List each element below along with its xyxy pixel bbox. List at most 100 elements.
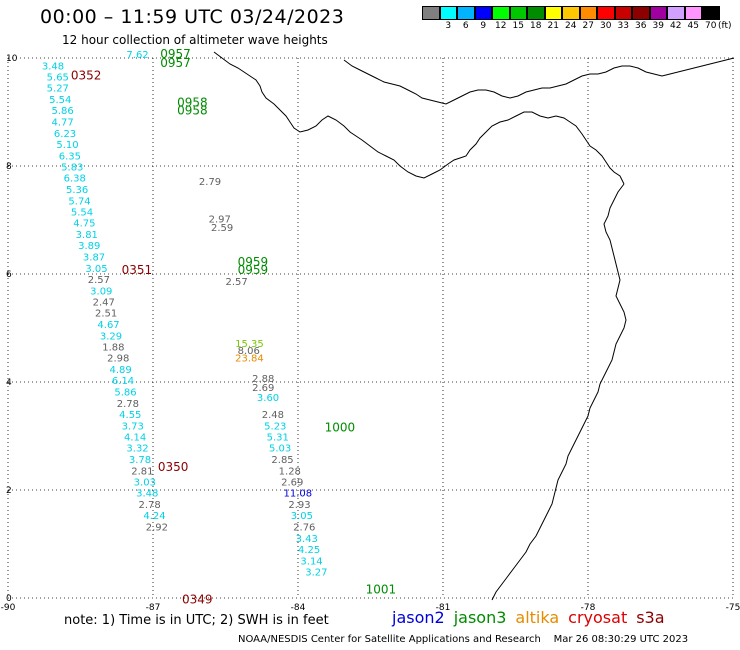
color-scale-label: 70 bbox=[705, 21, 717, 31]
wave-height-label: 2.97 bbox=[209, 215, 231, 226]
wave-height-label: 5.86 bbox=[52, 106, 74, 117]
map-title: 00:00 – 11:59 UTC 03/24/2023 bbox=[40, 6, 345, 28]
wave-height-label: 2.47 bbox=[93, 297, 115, 308]
color-scale-label: 12 bbox=[495, 21, 507, 31]
wave-height-label: 2.92 bbox=[146, 523, 168, 534]
wave-height-label: 5.31 bbox=[267, 432, 289, 443]
wave-height-label: 8.06 bbox=[238, 346, 260, 357]
wave-height-label: 3.29 bbox=[100, 331, 122, 342]
color-swatch bbox=[457, 6, 475, 20]
pass-time-label: 0959 bbox=[238, 255, 269, 269]
wave-height-label: 2.88 bbox=[252, 374, 274, 385]
lon-tick-label: -81 bbox=[436, 603, 451, 613]
wave-height-label: 2.98 bbox=[107, 353, 129, 364]
wave-height-label: 2.78 bbox=[117, 399, 139, 410]
wave-height-label: 3.05 bbox=[85, 264, 107, 275]
color-swatch bbox=[527, 6, 545, 20]
wave-height-label: 4.89 bbox=[110, 365, 132, 376]
pass-time-label: 0959 bbox=[238, 263, 269, 277]
color-scale-label: 45 bbox=[687, 21, 699, 31]
pass-time-label: 0957 bbox=[160, 56, 191, 70]
wave-height-label: 2.85 bbox=[271, 455, 293, 466]
color-swatch bbox=[562, 6, 580, 20]
legend-cryosat: cryosat bbox=[568, 608, 628, 627]
lat-tick-label: 2 bbox=[6, 486, 12, 496]
wave-height-label: 6.38 bbox=[64, 174, 86, 185]
pass-time-label: 0349 bbox=[182, 592, 213, 606]
color-scale-label: 18 bbox=[530, 21, 542, 31]
wave-height-label: 3.48 bbox=[136, 488, 158, 499]
footer-credit: NOAA/NESDIS Center for Satellite Applica… bbox=[238, 634, 689, 645]
pass-time-label: 0958 bbox=[177, 104, 208, 118]
wave-height-label: 5.23 bbox=[264, 422, 286, 433]
wave-height-label: 3.27 bbox=[305, 567, 327, 578]
wave-height-label: 3.78 bbox=[129, 455, 151, 466]
color-swatch bbox=[667, 6, 685, 20]
wave-height-label: 3.60 bbox=[257, 393, 279, 404]
pass-time-label: 1001 bbox=[366, 583, 397, 597]
wave-height-label: 1.88 bbox=[102, 343, 124, 354]
wave-height-label: 6.23 bbox=[54, 129, 76, 140]
color-swatch bbox=[544, 6, 562, 20]
coastline-central-america bbox=[213, 51, 625, 185]
legend-jason2: jason2 bbox=[392, 608, 445, 627]
color-swatch bbox=[422, 6, 440, 20]
color-swatch bbox=[597, 6, 615, 20]
lon-tick-label: -84 bbox=[291, 603, 306, 613]
wave-height-label: 2.69 bbox=[281, 478, 303, 489]
wave-height-label: 5.03 bbox=[269, 444, 291, 455]
color-swatch bbox=[492, 6, 510, 20]
wave-height-label: 3.87 bbox=[83, 253, 105, 264]
color-swatch bbox=[509, 6, 527, 20]
color-scale-label: 24 bbox=[565, 21, 577, 31]
color-swatch bbox=[649, 6, 667, 20]
color-scale-label: 42 bbox=[670, 21, 682, 31]
wave-height-label: 5.74 bbox=[68, 196, 90, 207]
color-scale-bar bbox=[422, 6, 720, 20]
wave-height-label: 5.65 bbox=[47, 73, 69, 84]
coastline-caribbean-colombia bbox=[343, 57, 735, 105]
color-swatch bbox=[474, 6, 492, 20]
map-grid bbox=[7, 57, 734, 599]
wave-height-label: 4.14 bbox=[124, 432, 146, 443]
color-scale-unit: (ft) bbox=[718, 21, 732, 31]
wave-height-label: 2.48 bbox=[262, 410, 284, 421]
wave-height-label: 3.81 bbox=[76, 230, 98, 241]
color-swatch bbox=[702, 6, 720, 20]
wave-height-label: 5.83 bbox=[61, 162, 83, 173]
wave-height-label: 2.57 bbox=[226, 277, 248, 288]
color-swatch bbox=[579, 6, 597, 20]
wave-height-label: 4.25 bbox=[298, 545, 320, 556]
lat-tick-label: 8 bbox=[6, 162, 12, 172]
wave-height-label: 2.79 bbox=[199, 177, 221, 188]
wave-height-label: 11.08 bbox=[284, 488, 313, 499]
wave-height-label: 3.14 bbox=[300, 557, 322, 568]
wave-height-label: 1.28 bbox=[279, 466, 301, 477]
wave-height-label: 5.10 bbox=[56, 140, 78, 151]
color-scale-label: 27 bbox=[582, 21, 594, 31]
wave-height-label: 2.76 bbox=[293, 523, 315, 534]
wave-height-label: 5.27 bbox=[47, 83, 69, 94]
wave-height-label: 2.81 bbox=[131, 466, 153, 477]
wave-height-label: 3.32 bbox=[126, 444, 148, 455]
wave-height-label: 3.73 bbox=[122, 422, 144, 433]
wave-height-label: 3.43 bbox=[296, 534, 318, 545]
lat-tick-label: 6 bbox=[6, 270, 12, 280]
wave-height-label: 4.55 bbox=[119, 410, 141, 421]
color-scale-label: 39 bbox=[652, 21, 664, 31]
color-swatch bbox=[439, 6, 457, 20]
color-scale-label: 36 bbox=[635, 21, 647, 31]
coastline-pacific-south-america bbox=[491, 183, 627, 601]
map-subtitle: 12 hour collection of altimeter wave hei… bbox=[62, 33, 328, 47]
wave-height-label: 3.05 bbox=[291, 511, 313, 522]
wave-height-label: 2.93 bbox=[288, 500, 310, 511]
wave-height-label: 2.78 bbox=[139, 500, 161, 511]
wave-height-label: 4.77 bbox=[52, 118, 74, 129]
wave-height-label: 4.67 bbox=[97, 320, 119, 331]
wave-height-label: 2.59 bbox=[211, 223, 233, 234]
wave-height-label: 3.48 bbox=[42, 61, 64, 72]
wave-height-label: 2.51 bbox=[95, 309, 117, 320]
satellite-legend: jason2 jason3 altika cryosat s3a bbox=[392, 608, 674, 627]
pass-time-label: 0350 bbox=[158, 460, 189, 474]
